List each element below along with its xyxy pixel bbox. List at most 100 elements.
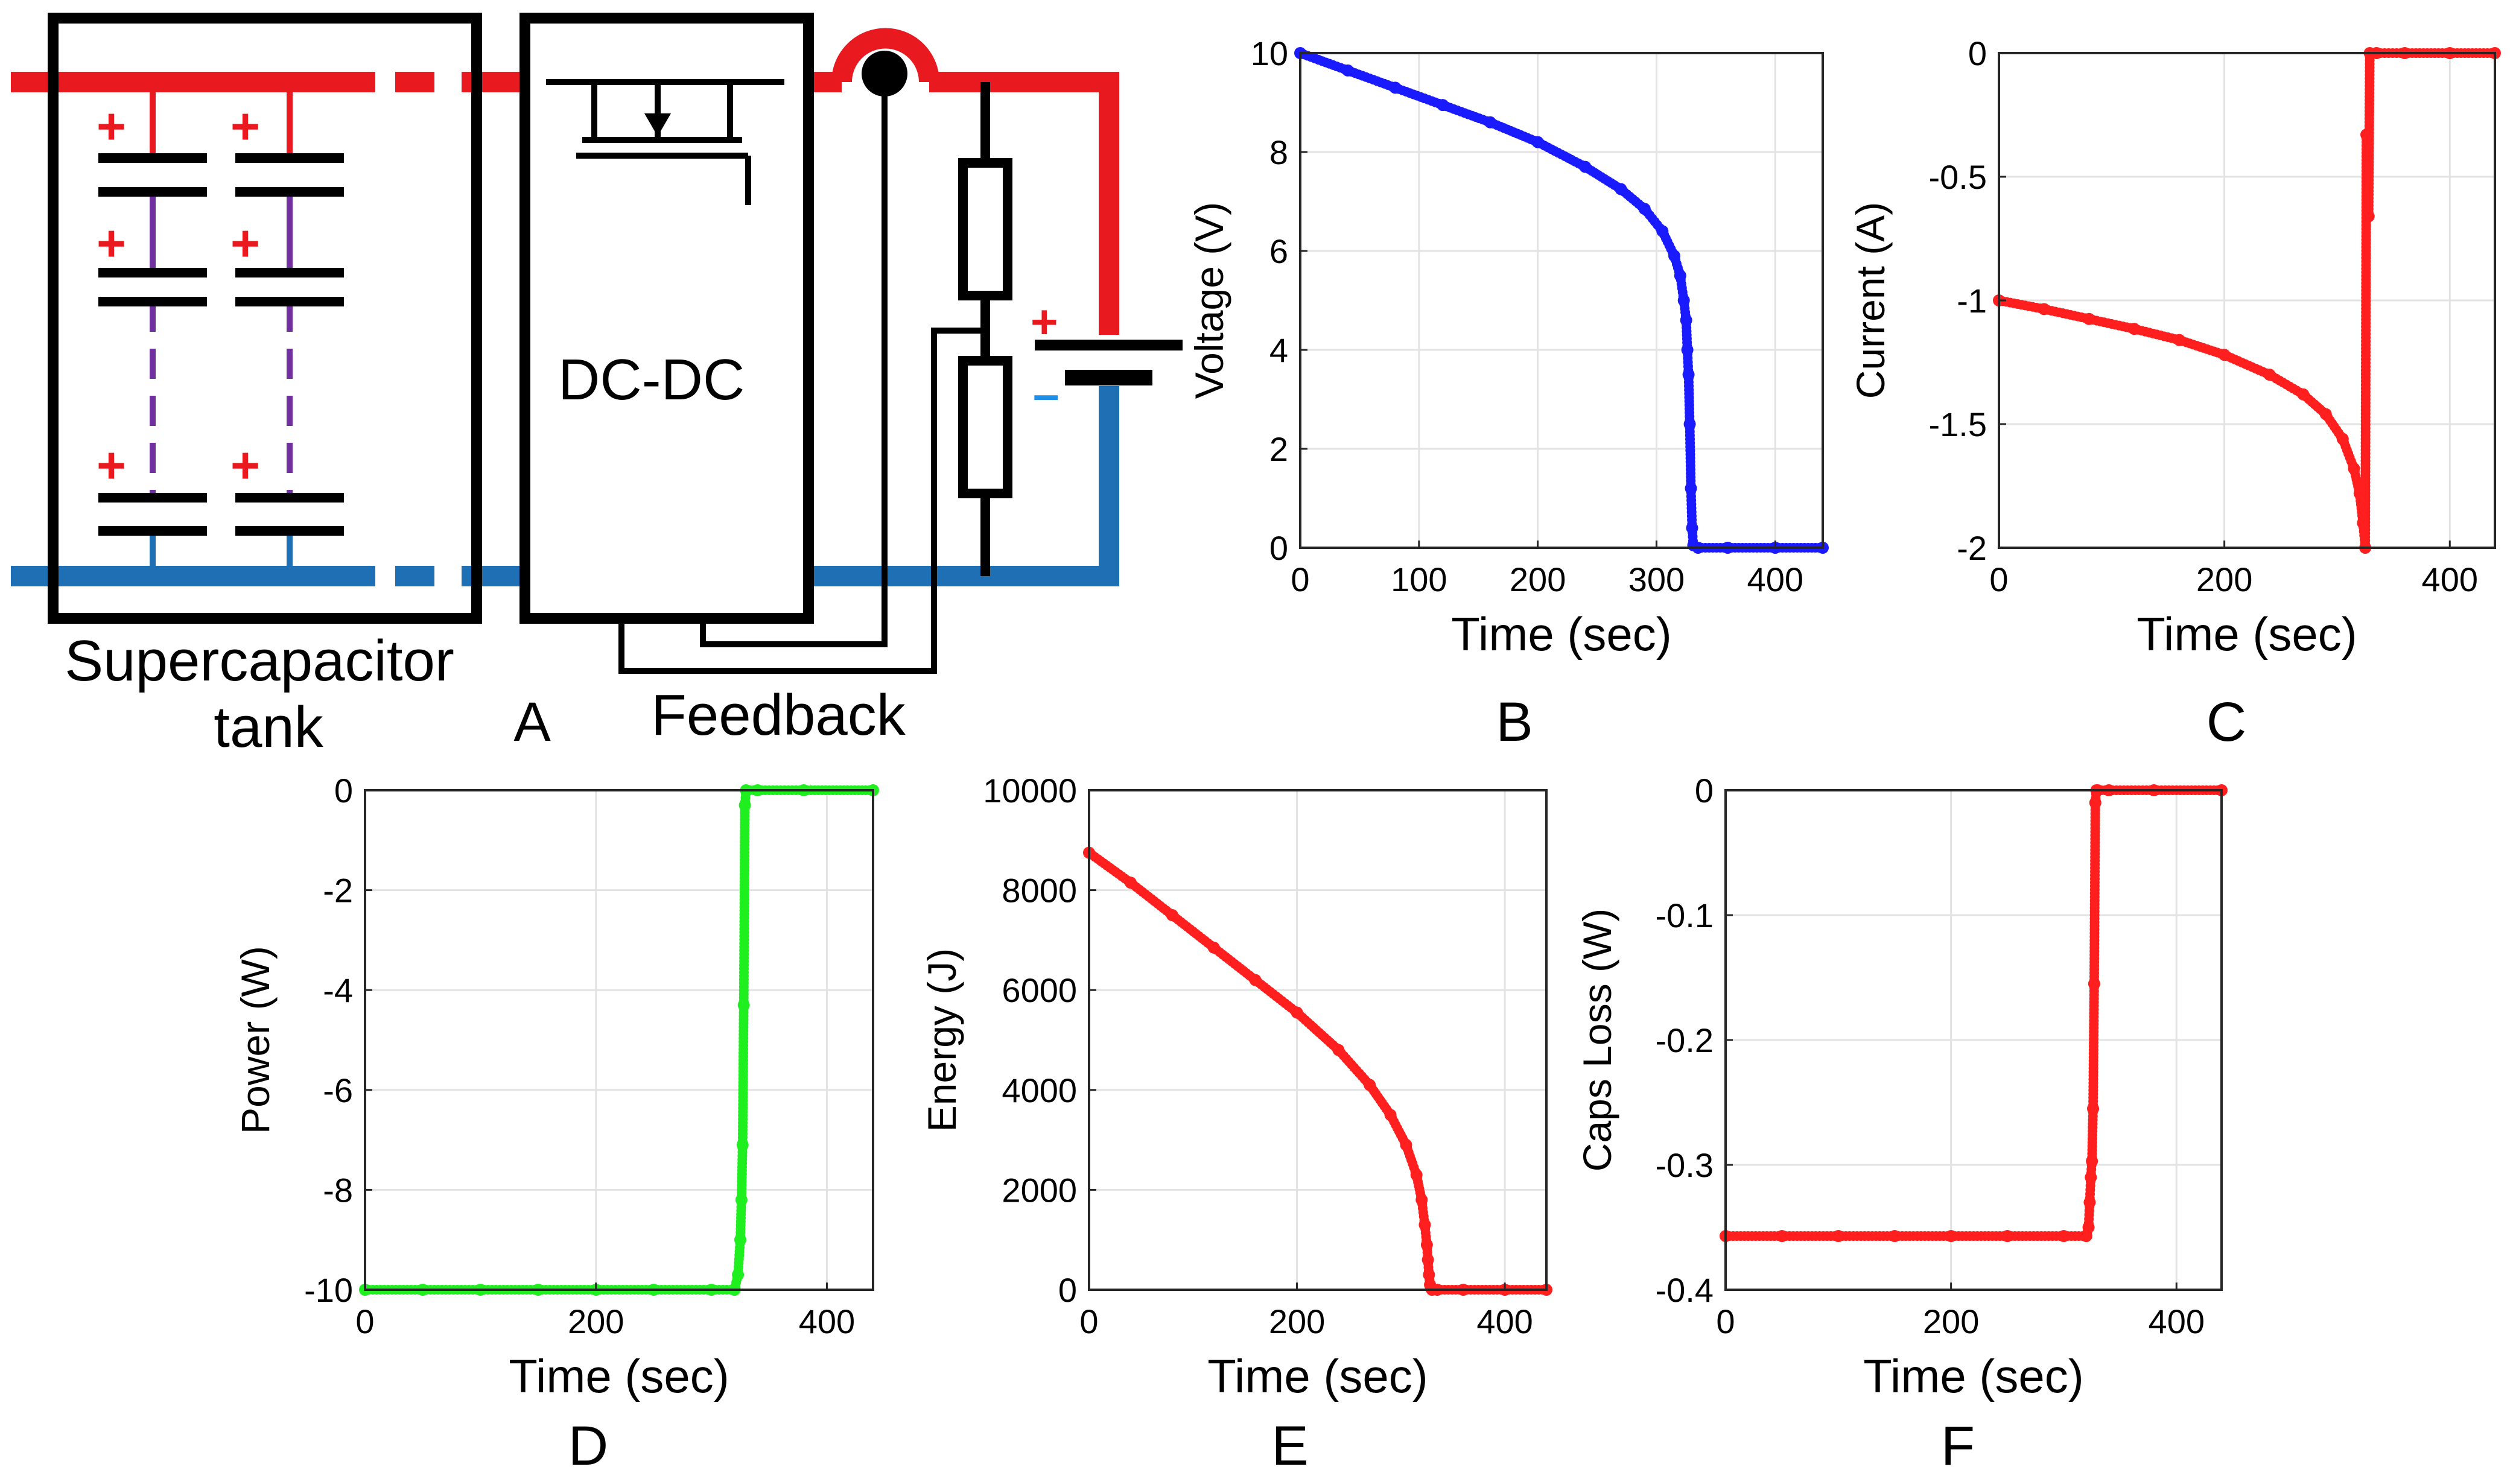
plot-area: [1089, 790, 1546, 1290]
y-tick-label: -8: [323, 1171, 353, 1209]
panel-label: D: [568, 1415, 608, 1477]
data-point: [1484, 116, 1496, 128]
x-tick-label: 200: [1923, 1302, 1979, 1340]
x-tick-label: 200: [568, 1302, 624, 1340]
x-tick-label: 200: [1269, 1302, 1325, 1340]
data-point: [2086, 1155, 2098, 1167]
chart-caps-loss: 0 200 400 -0.4 -0.3 -0.2 -0.1 0 Time (sec) Caps L…: [1575, 772, 2228, 1477]
axes-frame: [364, 789, 874, 1291]
mosfet-arrow: [644, 113, 671, 136]
feedback-wiring: [618, 74, 985, 674]
x-tick-label: 200: [2196, 560, 2252, 598]
data-point: [2001, 1229, 2014, 1242]
data-point: [2057, 1229, 2070, 1242]
data-point: [1400, 1138, 1412, 1151]
y-tick-label: 0: [1058, 1271, 1077, 1309]
x-axis-label: Time (sec): [1863, 1349, 2083, 1403]
panel-label: B: [1496, 691, 1533, 753]
data-point: [737, 999, 750, 1012]
data-point: [2087, 1102, 2100, 1115]
y-tick-label: 6: [1269, 232, 1288, 270]
data-point: [2173, 334, 2185, 346]
y-tick-label: 2000: [1002, 1171, 1077, 1209]
data-point: [1889, 1229, 1901, 1242]
tank-label-line2: tank: [214, 695, 323, 759]
y-axis-label: Energy (J): [920, 948, 964, 1132]
panel-label: E: [1271, 1415, 1308, 1477]
chart-voltage: 0 100 200 300 400 0 2 4 6 8 10 Time (sec) Voltage (V…: [1187, 34, 1829, 753]
data-point: [1415, 1193, 1428, 1206]
data-point: [736, 1138, 749, 1151]
data-point: [1291, 1006, 1303, 1019]
y-tick-label: 10: [1251, 34, 1288, 72]
y-tick-label: -0.3: [1656, 1146, 1714, 1184]
data-point: [2083, 312, 2095, 325]
feedback-label: Feedback: [651, 683, 906, 747]
data-point: [1207, 941, 1220, 954]
data-point: [1680, 314, 1692, 326]
axes-frame: [1299, 52, 1824, 549]
panel-label-a: A: [513, 691, 551, 753]
data-point: [1418, 1219, 1431, 1231]
x-tick-label: 0: [1291, 560, 1309, 598]
cap-plus-sign: +: [97, 215, 126, 271]
chart-current: 0 200 400 -2 -1.5 -1 -0.5 0 Time (sec) Current (A…: [1848, 34, 2501, 753]
x-axis-label: Time (sec): [1451, 607, 1671, 661]
battery-plus-sign: +: [1031, 295, 1058, 348]
data-point: [732, 1269, 745, 1281]
y-tick-label: -1.5: [1929, 405, 1987, 443]
data-point: [2297, 388, 2310, 401]
y-axis-label: Voltage (V): [1187, 202, 1231, 399]
data-point: [1682, 369, 1695, 381]
data-point: [1249, 974, 1262, 986]
x-tick-label: 0: [1716, 1302, 1735, 1340]
data-point: [2038, 303, 2050, 316]
y-tick-label: 4: [1269, 331, 1288, 369]
y-tick-label: -2: [323, 872, 353, 910]
y-tick-label: 8000: [1002, 872, 1077, 910]
y-axis-label: Power (W): [233, 946, 278, 1134]
x-tick-label: 400: [1747, 560, 1803, 598]
y-tick-label: 0: [1695, 772, 1714, 810]
x-tick-label: 400: [2422, 560, 2478, 598]
data-point: [1776, 1229, 1788, 1242]
capacitor-strings: + + + + + +: [97, 92, 344, 566]
data-point: [735, 1193, 748, 1206]
chart-power: 0 200 400 -10 -8 -6 -4 -2 0 Time (sec) Power (W) D: [233, 772, 879, 1477]
y-tick-label: -10: [304, 1271, 353, 1309]
data-point: [1681, 344, 1694, 356]
x-tick-label: 400: [1476, 1302, 1533, 1340]
data-point: [1668, 250, 1680, 262]
x-axis-label: Time (sec): [2136, 607, 2357, 661]
data-point: [1615, 183, 1627, 195]
data-point: [2362, 210, 2375, 223]
y-tick-label: 0: [1269, 529, 1288, 567]
tank-label-line1: Supercapacitor: [65, 629, 454, 693]
data-point: [1384, 1109, 1397, 1121]
mosfet-symbol: [546, 79, 784, 205]
data-point: [1341, 64, 1354, 77]
data-point: [2085, 1171, 2097, 1184]
y-axis-label: Caps Loss (W): [1575, 908, 1619, 1172]
panel-label: C: [2206, 691, 2246, 753]
y-tick-label: -1: [1957, 282, 1987, 320]
data-point: [1674, 270, 1686, 282]
data-point: [1579, 160, 1592, 173]
cap-plus-sign: +: [230, 98, 260, 154]
data-point: [2083, 1196, 2096, 1209]
data-point: [2357, 517, 2369, 529]
x-tick-label: 400: [799, 1302, 855, 1340]
data-point: [1423, 1269, 1435, 1281]
data-point: [1832, 1229, 1844, 1242]
converter-label: DC-DC: [558, 347, 745, 412]
y-tick-label: 10000: [983, 772, 1077, 810]
battery-symbol: [1035, 340, 1183, 385]
y-tick-label: 0: [334, 772, 353, 810]
data-point: [1166, 909, 1178, 921]
cap-plus-sign: +: [230, 437, 260, 493]
data-point: [2088, 977, 2100, 990]
data-point: [1389, 81, 1402, 94]
y-axis-label: Current (A): [1848, 202, 1893, 399]
axes-frame: [1088, 789, 1548, 1291]
